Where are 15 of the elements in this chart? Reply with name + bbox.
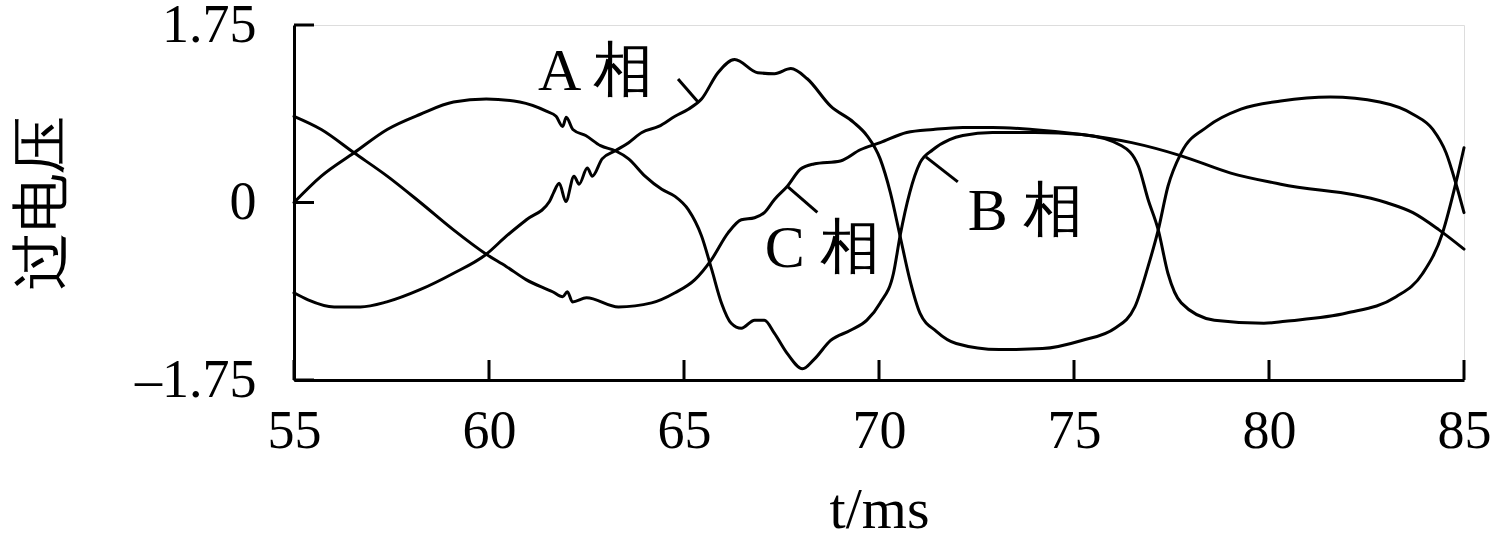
x-tick-label: 65 bbox=[657, 399, 712, 460]
y-tick-label: 0 bbox=[229, 171, 257, 231]
annotation: A 相 bbox=[538, 37, 654, 104]
annotation: B 相 bbox=[967, 176, 1083, 243]
y-tick-label: 1.75 bbox=[162, 0, 257, 54]
y-tick-label: –1.75 bbox=[134, 348, 257, 409]
x-tick-label: 70 bbox=[852, 399, 907, 460]
x-tick-label: 60 bbox=[462, 399, 517, 460]
y-axis-title: 过电压 bbox=[7, 116, 73, 290]
x-tick-label: 55 bbox=[267, 399, 322, 460]
x-axis-title: t/ms bbox=[829, 475, 930, 540]
annotation: C 相 bbox=[764, 214, 880, 281]
x-tick-label: 85 bbox=[1437, 399, 1492, 460]
x-tick-label: 80 bbox=[1242, 399, 1297, 460]
x-tick-label: 75 bbox=[1047, 399, 1102, 460]
